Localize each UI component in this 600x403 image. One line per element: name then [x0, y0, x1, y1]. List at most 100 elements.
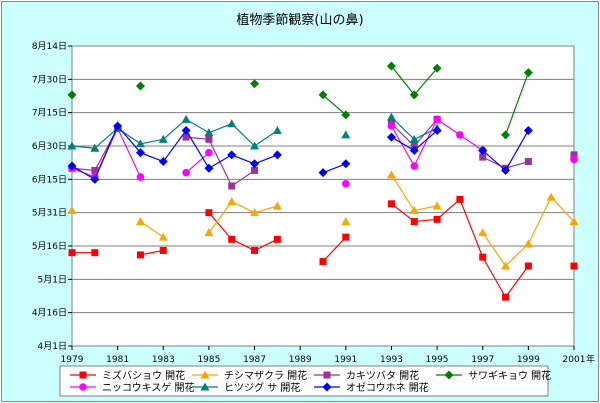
legend-marker-0 [79, 371, 87, 379]
series-2-segment-11 [505, 160, 529, 169]
series-1-point-6 [272, 201, 282, 210]
series-0-point-12 [433, 215, 441, 223]
series-0 [68, 195, 578, 301]
series-3-segment-6 [413, 67, 438, 96]
series-4-segment-2 [117, 127, 141, 178]
series-6-point-3 [135, 148, 145, 158]
series-4-point-3 [136, 173, 145, 181]
series-0-segment-14 [482, 256, 507, 298]
series-0-segment-8 [322, 236, 347, 262]
series-4-segment-4 [185, 152, 210, 174]
series-4-point-6 [342, 179, 350, 188]
series-1-point-3 [204, 228, 214, 237]
series-1-segment-4 [231, 201, 255, 214]
series-5-point-10 [341, 130, 351, 139]
series-6-segment-8 [254, 154, 278, 165]
series-0-point-7 [273, 235, 281, 243]
chart-title: 植物季節観察(山の鼻) [236, 12, 363, 28]
series-6-point-17 [523, 125, 533, 135]
series-6 [67, 121, 533, 184]
series-6-point-15 [478, 145, 488, 155]
series-6-point-14 [432, 125, 442, 135]
series-3-segment-8 [504, 72, 529, 136]
series-6-segment-15 [482, 149, 506, 171]
x-tick-label-4: 1987 [243, 355, 266, 365]
series-5-point-8 [250, 141, 260, 150]
series-6-point-11 [341, 159, 351, 169]
series-2-point-6 [251, 166, 259, 174]
series-3-point-8 [501, 130, 511, 140]
legend-marker-2 [323, 371, 331, 379]
series-0-segment-15 [505, 265, 529, 298]
series-0-point-1 [91, 249, 99, 257]
series-6-segment-1 [94, 125, 119, 180]
series-5-segment-6 [208, 123, 232, 134]
series-0-point-13 [456, 195, 464, 203]
series-6-point-13 [409, 145, 419, 155]
y-tick-label-0: 4月1日 [38, 341, 67, 352]
y-tick-label-8: 7月30日 [32, 74, 67, 85]
series-6-segment-7 [231, 154, 255, 165]
legend-entry-2: カキツバタ 開花 [314, 369, 419, 382]
series-0-segment-11 [414, 218, 438, 223]
series-0-segment-2 [140, 249, 164, 256]
series-4-segment-7 [390, 125, 415, 167]
series-2-point-3 [182, 133, 190, 141]
y-axis: 4月1日 4月16日 5月1日 5月16日 5月31日 6月15日 6月30日 7月15日 7月… [32, 41, 72, 352]
series-1-segment-3 [208, 201, 233, 234]
series-3-point-1 [135, 81, 145, 91]
series-0-point-15 [502, 293, 510, 301]
series-0-point-2 [136, 251, 144, 259]
y-tick-label-6: 6月30日 [32, 141, 67, 152]
x-tick-label-11: 2001 [563, 355, 586, 365]
series-6-point-4 [158, 157, 168, 167]
series-2-segment-8 [413, 118, 438, 147]
x-axis-unit: 年 [586, 353, 595, 365]
series-4-point-9 [433, 115, 441, 124]
series-5-segment-5 [185, 118, 210, 134]
series-6-segment-0 [71, 165, 96, 180]
series-3 [67, 61, 533, 140]
series-3-point-7 [432, 63, 442, 73]
series-1-point-9 [409, 205, 419, 214]
legend-entry-3: サワギキョウ 開花 [436, 369, 551, 382]
series-5-point-11 [386, 112, 396, 121]
legend-label-3: サワギキョウ 開花 [468, 369, 551, 382]
series-1-point-0 [67, 205, 77, 214]
y-tick-label-4: 5月31日 [32, 208, 67, 219]
series-3-point-2 [250, 79, 260, 89]
series-2-point-1 [91, 166, 99, 174]
series-1-point-1 [135, 217, 145, 226]
series-0-segment-12 [436, 198, 461, 220]
series-6-point-1 [90, 174, 100, 184]
series-2-point-4 [205, 135, 213, 143]
series-0-point-3 [159, 246, 167, 254]
series-6-segment-2 [117, 125, 141, 154]
legend-label-1: チシマザクラ 開花 [224, 369, 307, 382]
series-1-point-10 [432, 201, 442, 210]
x-tick-label-7: 1993 [380, 355, 403, 365]
series-2-segment-4 [208, 139, 233, 187]
series-0-point-14 [479, 253, 487, 261]
series-5-point-4 [158, 134, 168, 143]
x-tick-label-6: 1991 [334, 355, 357, 365]
series-5-segment-0 [71, 145, 95, 149]
series-6-segment-13 [413, 129, 438, 151]
legend-label-0: ミズバショウ 開花 [102, 369, 185, 382]
series-1-segment-11 [482, 232, 507, 267]
series-6-point-16 [501, 165, 511, 175]
series-3-point-3 [318, 90, 328, 100]
x-tick-label-8: 1995 [426, 355, 449, 365]
series-6-segment-6 [208, 154, 233, 169]
series-3-point-6 [409, 90, 419, 100]
legend-marker-1 [200, 370, 210, 379]
series-0-point-6 [251, 246, 259, 254]
x-tick-label-9: 1997 [471, 355, 494, 365]
series-6-segment-16 [505, 130, 529, 171]
series-1-point-13 [523, 239, 533, 248]
x-tick-label-2: 1983 [152, 355, 175, 365]
series-5-point-1 [90, 143, 100, 152]
legend-entry-6: オゼコウホネ 開花 [314, 381, 429, 394]
series-1-point-14 [546, 192, 556, 201]
legend-marker-3 [444, 370, 454, 380]
